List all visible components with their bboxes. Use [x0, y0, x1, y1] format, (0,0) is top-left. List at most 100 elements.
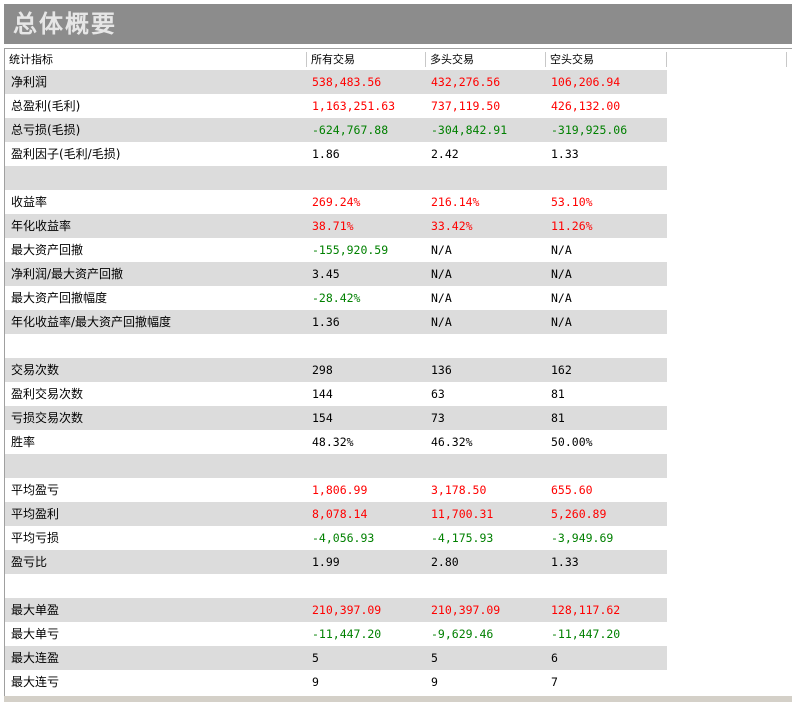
all-trades-value: -11,447.20 — [312, 627, 382, 641]
bottom-edge — [4, 696, 792, 702]
metric-label: 收益率 — [11, 195, 48, 209]
title-bar: 总体概要 — [4, 4, 792, 44]
long-trades-value: 210,397.09 — [431, 603, 501, 617]
table-row[interactable]: 净利润/最大资产回撤 3.45 N/A N/A — [5, 262, 667, 286]
all-trades-value: 210,397.09 — [312, 603, 382, 617]
metric-label: 最大单盈 — [11, 603, 60, 617]
table-row[interactable]: 盈亏比 1.99 2.80 1.33 — [5, 550, 667, 574]
metric-label: 盈亏比 — [11, 555, 48, 569]
long-trades-value: 5 — [431, 651, 438, 665]
table-row[interactable] — [5, 166, 667, 190]
all-trades-value: 538,483.56 — [312, 75, 382, 89]
short-trades-value: 1.33 — [551, 147, 579, 161]
all-trades-value: 38.71% — [312, 219, 354, 233]
table-row[interactable]: 最大资产回撤幅度 -28.42% N/A N/A — [5, 286, 667, 310]
all-trades-value: 3.45 — [312, 267, 340, 281]
short-trades-value: 426,132.00 — [551, 99, 621, 113]
metric-label: 最大单亏 — [11, 627, 60, 641]
all-trades-value: -624,767.88 — [312, 123, 389, 137]
all-trades-value: 1.36 — [312, 315, 340, 329]
metric-label: 年化收益率 — [11, 219, 72, 233]
long-trades-value: 136 — [431, 363, 452, 377]
table-row[interactable]: 年化收益率/最大资产回撤幅度 1.36 N/A N/A — [5, 310, 667, 334]
table-row[interactable]: 最大资产回撤 -155,920.59 N/A N/A — [5, 238, 667, 262]
long-trades-value: -4,175.93 — [431, 531, 494, 545]
metric-label: 最大连盈 — [11, 651, 60, 665]
table-row[interactable]: 最大连亏 9 9 7 — [5, 670, 667, 694]
column-header-filler — [667, 52, 787, 67]
all-trades-value: 1,806.99 — [312, 483, 368, 497]
table-row[interactable]: 平均盈亏 1,806.99 3,178.50 655.60 — [5, 478, 667, 502]
all-trades-value: 298 — [312, 363, 333, 377]
all-trades-value: -4,056.93 — [312, 531, 375, 545]
table-row[interactable]: 年化收益率 38.71% 33.42% 11.26% — [5, 214, 667, 238]
table-row[interactable]: 总亏损(毛损) -624,767.88 -304,842.91 -319,925.06 — [5, 118, 667, 142]
table-row[interactable] — [5, 574, 667, 598]
table-row[interactable]: 最大单盈 210,397.09 210,397.09 128,117.62 — [5, 598, 667, 622]
metric-label: 最大资产回撤幅度 — [11, 291, 108, 305]
long-trades-value: 33.42% — [431, 219, 473, 233]
long-trades-value: 73 — [431, 411, 445, 425]
table-row[interactable]: 平均亏损 -4,056.93 -4,175.93 -3,949.69 — [5, 526, 667, 550]
long-trades-value: -9,629.46 — [431, 627, 494, 641]
table-row[interactable]: 交易次数 298 136 162 — [5, 358, 667, 382]
page-title: 总体概要 — [13, 10, 117, 38]
short-trades-value: 162 — [551, 363, 572, 377]
metric-label: 最大资产回撤 — [11, 243, 84, 257]
short-trades-value: 53.10% — [551, 195, 593, 209]
short-trades-value: 7 — [551, 675, 558, 689]
short-trades-value: 81 — [551, 387, 565, 401]
short-trades-value: N/A — [551, 315, 572, 329]
long-trades-value: N/A — [431, 315, 452, 329]
short-trades-value: -3,949.69 — [551, 531, 614, 545]
short-trades-value: 50.00% — [551, 435, 593, 449]
all-trades-value: 9 — [312, 675, 319, 689]
long-trades-value: 63 — [431, 387, 445, 401]
metric-label: 总亏损(毛损) — [11, 123, 81, 137]
long-trades-value: 737,119.50 — [431, 99, 501, 113]
short-trades-value: 81 — [551, 411, 565, 425]
long-trades-value: 3,178.50 — [431, 483, 487, 497]
column-header-long-trades[interactable]: 多头交易 — [426, 52, 546, 67]
long-trades-value: N/A — [431, 291, 452, 305]
table-row[interactable] — [5, 334, 667, 358]
metric-label: 净利润/最大资产回撤 — [11, 267, 124, 281]
table-row[interactable]: 平均盈利 8,078.14 11,700.31 5,260.89 — [5, 502, 667, 526]
all-trades-value: 154 — [312, 411, 333, 425]
long-trades-value: N/A — [431, 267, 452, 281]
short-trades-value: N/A — [551, 291, 572, 305]
long-trades-value: 2.80 — [431, 555, 459, 569]
long-trades-value: 46.32% — [431, 435, 473, 449]
metric-label: 总盈利(毛利) — [11, 99, 81, 113]
table-row[interactable]: 收益率 269.24% 216.14% 53.10% — [5, 190, 667, 214]
table-row[interactable]: 盈利交易次数 144 63 81 — [5, 382, 667, 406]
metric-label: 净利润 — [11, 75, 48, 89]
all-trades-value: 48.32% — [312, 435, 354, 449]
table-row[interactable]: 总盈利(毛利) 1,163,251.63 737,119.50 426,132.00 — [5, 94, 667, 118]
all-trades-value: -155,920.59 — [312, 243, 389, 257]
all-trades-value: -28.42% — [312, 291, 361, 305]
table-row[interactable]: 胜率 48.32% 46.32% 50.00% — [5, 430, 667, 454]
all-trades-value: 1,163,251.63 — [312, 99, 396, 113]
short-trades-value: 1.33 — [551, 555, 579, 569]
all-trades-value: 1.86 — [312, 147, 340, 161]
table-row[interactable]: 最大连盈 5 5 6 — [5, 646, 667, 670]
table-row[interactable]: 最大单亏 -11,447.20 -9,629.46 -11,447.20 — [5, 622, 667, 646]
table-row[interactable] — [5, 454, 667, 478]
long-trades-value: N/A — [431, 243, 452, 257]
short-trades-value: 11.26% — [551, 219, 593, 233]
table-row[interactable]: 盈利因子(毛利/毛损) 1.86 2.42 1.33 — [5, 142, 667, 166]
metric-label: 最大连亏 — [11, 675, 60, 689]
long-trades-value: -304,842.91 — [431, 123, 508, 137]
metric-label: 平均盈亏 — [11, 483, 60, 497]
column-header-short-trades[interactable]: 空头交易 — [546, 52, 667, 67]
short-trades-value: 106,206.94 — [551, 75, 621, 89]
metric-label: 平均盈利 — [11, 507, 60, 521]
short-trades-value: 6 — [551, 651, 558, 665]
short-trades-value: 655.60 — [551, 483, 593, 497]
table-row[interactable]: 净利润 538,483.56 432,276.56 106,206.94 — [5, 70, 667, 94]
column-header-all-trades[interactable]: 所有交易 — [307, 52, 426, 67]
all-trades-value: 5 — [312, 651, 319, 665]
column-header-metric[interactable]: 统计指标 — [5, 52, 307, 67]
table-row[interactable]: 亏损交易次数 154 73 81 — [5, 406, 667, 430]
